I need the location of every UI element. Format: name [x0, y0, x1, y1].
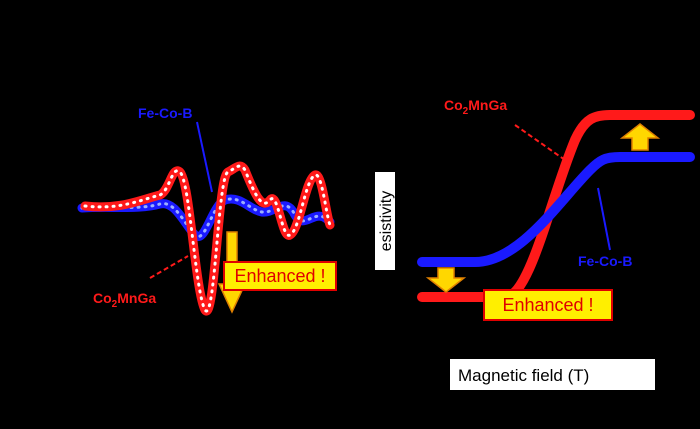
enhanced-box [483, 289, 613, 321]
enhanced-box [223, 261, 337, 291]
arrow-up [619, 123, 661, 151]
leader-line [196, 121, 213, 193]
y-label-box [375, 172, 395, 270]
text: Co [93, 290, 112, 306]
fe-co-b-curve [417, 152, 695, 267]
leader-line [514, 124, 566, 161]
subscript: 2 [463, 106, 469, 117]
leader-line [597, 187, 611, 251]
co2mnga-label: Co2MnGa [93, 290, 156, 310]
co2mnga-label: Co2MnGa [444, 97, 507, 117]
text: MnGa [468, 97, 507, 113]
leader-line [149, 255, 189, 279]
x-label-box [450, 359, 655, 390]
enhanced-label: Enhanced ! [234, 266, 325, 286]
x-axis-label: Magnetic field (T) [458, 366, 589, 385]
y-axis-label: esistivity [378, 191, 395, 251]
co2mnga-curve [417, 110, 695, 302]
text: Co [444, 97, 463, 113]
enhanced-label: Enhanced ! [502, 295, 593, 315]
fe-co-b-label: Fe-Co-B [138, 105, 192, 121]
text: MnGa [117, 290, 156, 306]
arrow-down [425, 267, 467, 293]
subscript: 2 [112, 299, 118, 310]
co2mnga-dots [83, 164, 332, 313]
fe-co-b-label: Fe-Co-B [578, 253, 632, 269]
